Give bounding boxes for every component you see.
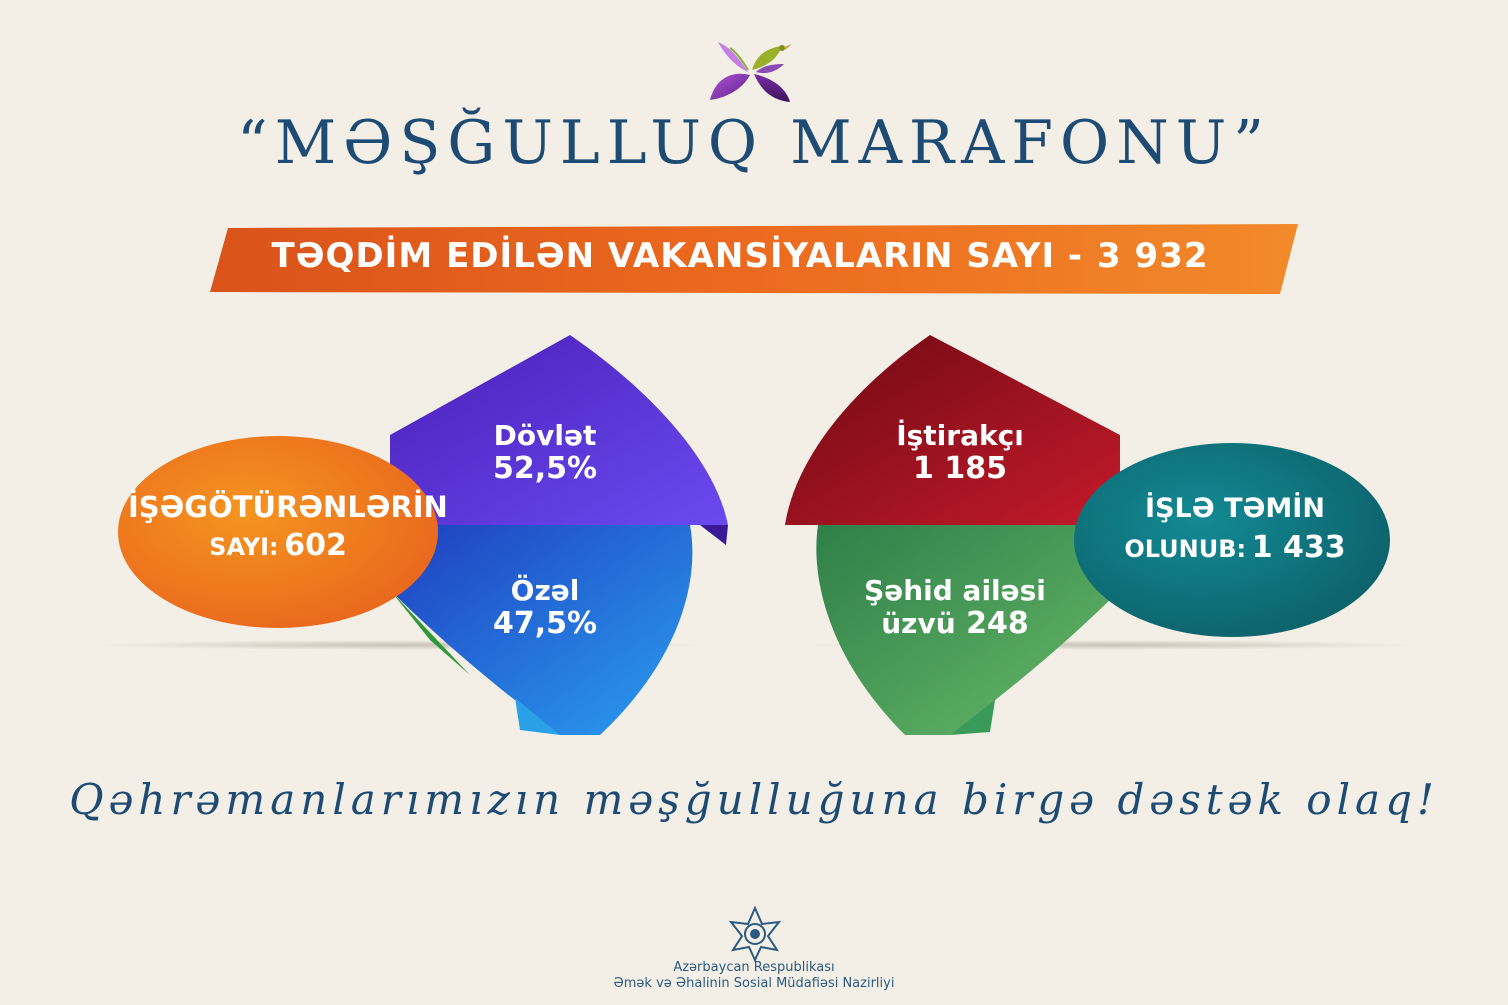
petal-diagram bbox=[118, 335, 1390, 735]
ministry-star-emblem-icon bbox=[728, 905, 782, 962]
green-petal bbox=[816, 525, 1120, 735]
banner-text: TƏQDİM EDİLƏN VAKANSİYALARIN SAYI - 3 932 bbox=[210, 236, 1270, 276]
employed-line1: İŞLƏ TƏMİN bbox=[1145, 493, 1325, 524]
participants-value: 1 185 bbox=[913, 451, 1007, 486]
martyr-family: Şəhid ailəsi üzvü 248 bbox=[825, 575, 1085, 641]
martyr-family-value: 248 bbox=[966, 606, 1029, 641]
ministry-line1: Azərbaycan Respublikası bbox=[673, 960, 835, 975]
martyr-family-label: Şəhid ailəsi bbox=[864, 574, 1046, 607]
blue-petal bbox=[390, 525, 693, 735]
ministry-line2: Əmək və Əhalinin Sosial Müdafiəsi Nazirl… bbox=[613, 976, 895, 991]
employed-circle bbox=[1074, 443, 1390, 637]
private-value: 47,5% bbox=[492, 606, 598, 641]
participants-label: İştirakçı bbox=[896, 419, 1024, 452]
employers-circle-text: İŞƏGÖTÜRƏNLƏRİN SAYI: 602 bbox=[128, 488, 448, 570]
state-value: 52,5% bbox=[492, 451, 598, 486]
left-shadow bbox=[90, 640, 710, 650]
employed-label: OLUNUB: bbox=[1124, 535, 1247, 563]
vacancy-banner bbox=[210, 224, 1298, 294]
state-share: Dövlət 52,5% bbox=[440, 420, 650, 486]
purple-petal bbox=[390, 335, 728, 525]
page-title: “MƏŞĞULLUQ MARAFONU” bbox=[237, 108, 1271, 178]
employers-label: SAYI: bbox=[209, 533, 279, 561]
employed-circle-text: İŞLƏ TƏMİN OLUNUB: 1 433 bbox=[1090, 490, 1380, 572]
right-shadow bbox=[800, 640, 1420, 650]
employed-value: 1 433 bbox=[1251, 530, 1346, 565]
state-label: Dövlət bbox=[493, 419, 597, 452]
martyr-family-value-label: üzvü bbox=[881, 607, 956, 640]
employers-value: 602 bbox=[284, 528, 347, 563]
slogan: Qəhrəmanlarımızın məşğulluğuna birgə dəs… bbox=[69, 775, 1439, 824]
banner-label: TƏQDİM EDİLƏN VAKANSİYALARIN SAYI - bbox=[271, 236, 1084, 276]
banner-value: 3 932 bbox=[1097, 236, 1209, 276]
private-share: Özəl 47,5% bbox=[440, 575, 650, 641]
crimson-petal bbox=[785, 335, 1120, 525]
employers-circle bbox=[118, 436, 438, 628]
private-label: Özəl bbox=[510, 574, 580, 607]
employers-line1: İŞƏGÖTÜRƏNLƏRİN bbox=[128, 490, 448, 524]
iris-bird-logo-icon bbox=[710, 42, 792, 102]
participants: İştirakçı 1 185 bbox=[840, 420, 1080, 486]
